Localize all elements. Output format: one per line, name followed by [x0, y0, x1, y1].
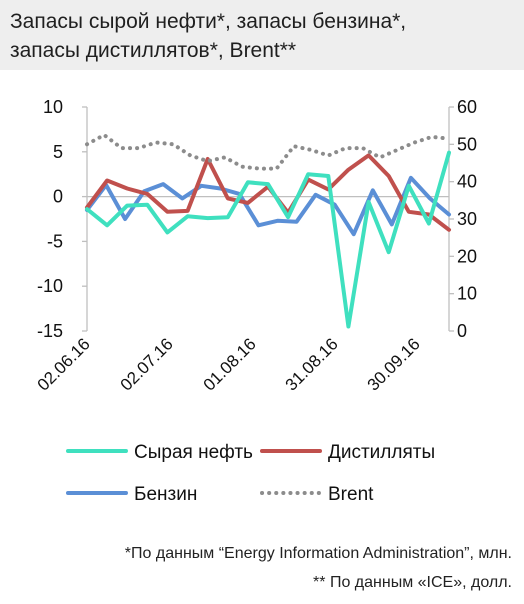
series-line-crude: [85, 150, 451, 329]
y-tick-label: 0: [53, 187, 63, 207]
x-tick-label: 02.07.16: [117, 334, 177, 394]
x-tick-label: 30.09.16: [364, 334, 424, 394]
series-line-gasoline: [85, 175, 451, 237]
footnote-source-ice: ** По данным «ICE», долл.: [313, 574, 512, 591]
y2-tick-label: 10: [457, 284, 477, 304]
chart-legend: Сырая нефть Дистилляты Бензин Brent: [66, 442, 435, 505]
y2-tick-label: 30: [457, 209, 477, 229]
legend-label-crude: Сырая нефть: [134, 442, 253, 463]
y-tick-label: -15: [37, 321, 63, 341]
y-tick-label: -10: [37, 276, 63, 296]
chart-series: [85, 133, 451, 329]
title-box: Запасы сырой нефти*, запасы бензина*, за…: [0, 0, 524, 70]
x-tick-label: 01.08.16: [200, 334, 260, 394]
x-tick-label: 31.08.16: [282, 334, 342, 394]
chart-title-line-1: Запасы сырой нефти*, запасы бензина*,: [10, 10, 407, 33]
y2-tick-label: 0: [457, 321, 467, 341]
legend-label-gasoline: Бензин: [134, 484, 197, 505]
y2-tick-label: 60: [457, 97, 477, 117]
y-tick-label: -5: [47, 231, 63, 251]
chart-title-line-2: запасы дистиллятов*, Brent**: [10, 39, 297, 62]
y2-tick-label: 40: [457, 172, 477, 192]
y2-tick-label: 50: [457, 134, 477, 154]
footnote-source-eia: *По данным “Energy Information Administr…: [124, 545, 512, 562]
legend-label-brent: Brent: [328, 484, 374, 505]
legend-label-distillates: Дистилляты: [328, 442, 435, 463]
x-tick-label: 02.06.16: [34, 334, 94, 394]
y-tick-label: 5: [53, 142, 63, 162]
series-line-brent: [85, 133, 451, 171]
y2-tick-label: 20: [457, 246, 477, 266]
y-tick-label: 10: [43, 97, 63, 117]
